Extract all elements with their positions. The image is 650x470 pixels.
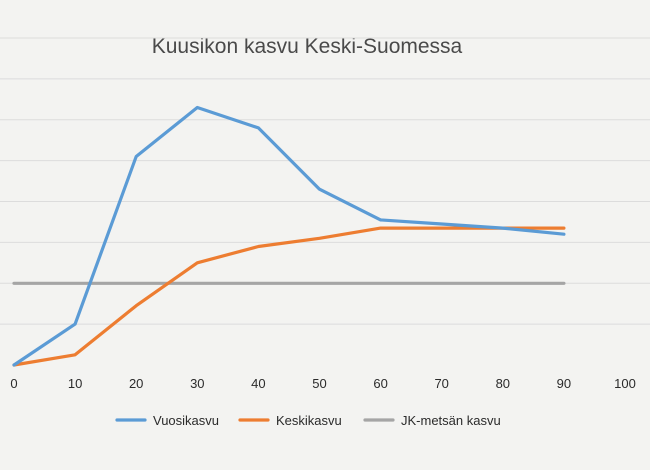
legend-label: Vuosikasvu xyxy=(153,413,219,428)
chart-title: Kuusikon kasvu Keski-Suomessa xyxy=(152,35,463,58)
x-axis-ticks: 0 10 20 30 40 50 60 70 80 90 100 xyxy=(10,376,635,391)
x-tick-label: 70 xyxy=(434,376,448,391)
x-tick-label: 80 xyxy=(496,376,510,391)
x-tick-label: 60 xyxy=(373,376,387,391)
legend-label: Keskikasvu xyxy=(276,413,342,428)
legend-item: JK-metsän kasvu xyxy=(363,413,501,428)
x-tick-label: 0 xyxy=(10,376,17,391)
x-tick-label: 10 xyxy=(68,376,82,391)
series-line-0 xyxy=(12,105,566,367)
series-lines xyxy=(12,105,566,367)
x-tick-label: 90 xyxy=(557,376,571,391)
legend-item: Vuosikasvu xyxy=(115,413,219,428)
x-tick-label: 30 xyxy=(190,376,204,391)
legend: Vuosikasvu Keskikasvu JK-metsän kasvu xyxy=(115,413,501,428)
gridlines xyxy=(0,37,650,325)
legend-item: Keskikasvu xyxy=(238,413,342,428)
x-tick-label: 40 xyxy=(251,376,265,391)
legend-label: JK-metsän kasvu xyxy=(401,413,501,428)
x-tick-label: 100 xyxy=(614,376,636,391)
series-line-1 xyxy=(12,226,566,367)
x-tick-label: 50 xyxy=(312,376,326,391)
x-tick-label: 20 xyxy=(129,376,143,391)
